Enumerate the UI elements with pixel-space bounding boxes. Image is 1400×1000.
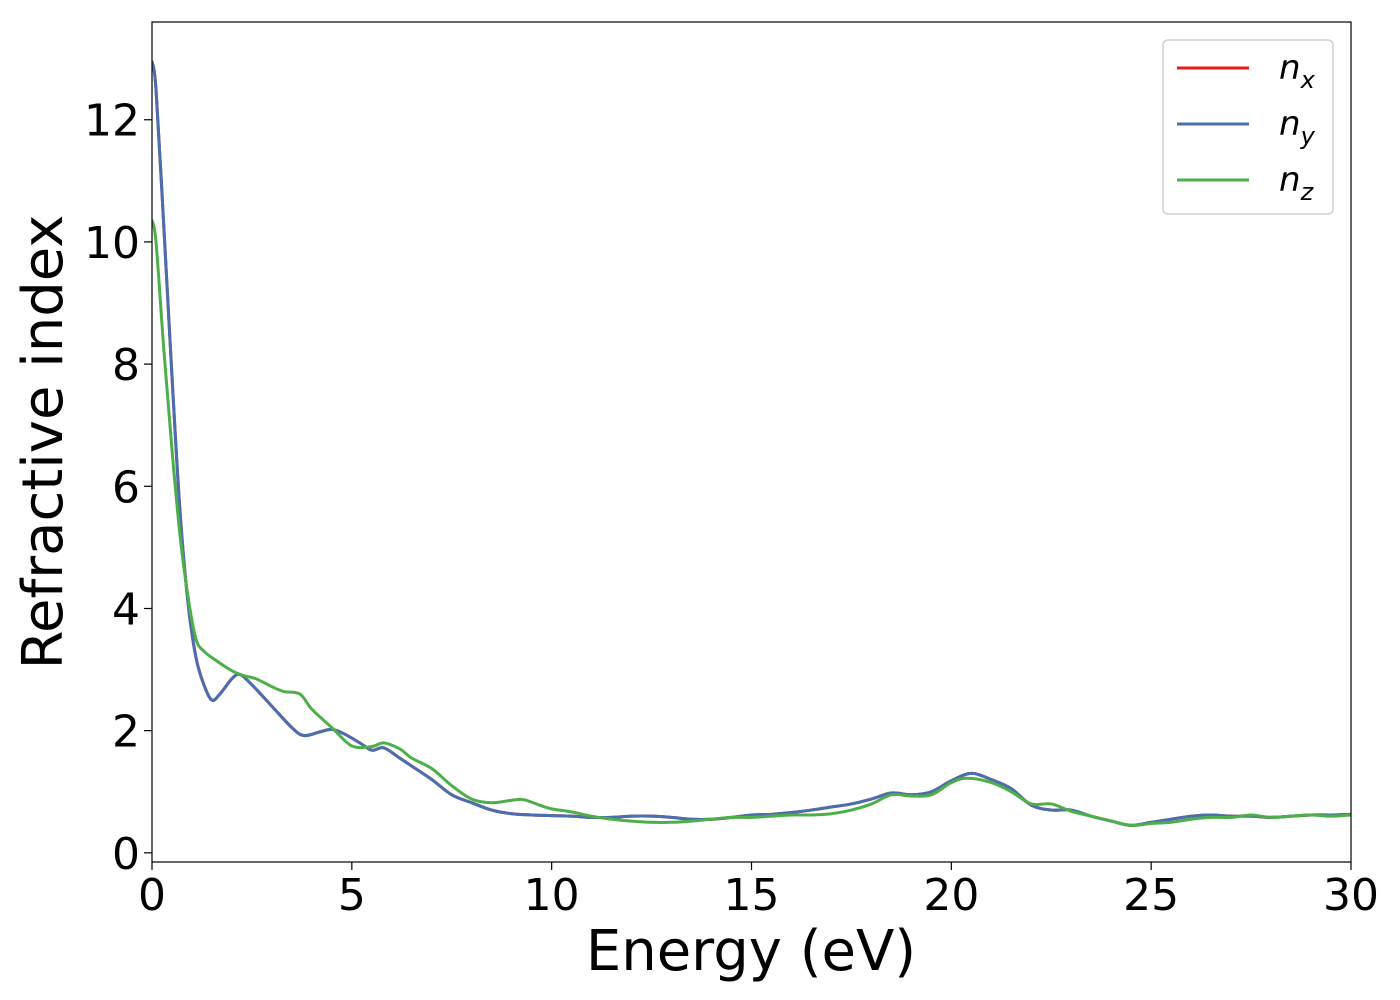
y-tick-label: 2 <box>112 707 140 758</box>
y-tick-label: 6 <box>112 462 140 513</box>
x-tick-label: 20 <box>923 870 979 921</box>
series-layer <box>152 60 1351 827</box>
x-tick-label: 5 <box>338 870 366 921</box>
legend-label-n-x: nx <box>1279 48 1316 94</box>
legend-label-n-z: nz <box>1279 160 1315 206</box>
y-tick-label: 12 <box>84 96 140 147</box>
x-tick-label: 10 <box>524 870 580 921</box>
y-axis-title: Refractive index <box>11 215 76 670</box>
x-axis-ticks: 0 5 10 15 20 25 30 <box>138 862 1379 921</box>
series-line-n-z <box>152 219 1351 827</box>
y-tick-label: 0 <box>112 829 140 880</box>
x-tick-label: 15 <box>724 870 780 921</box>
x-tick-label: 25 <box>1123 870 1179 921</box>
x-tick-label: 0 <box>138 870 166 921</box>
legend: nx ny nz <box>1162 39 1334 215</box>
legend-items: nx ny nz <box>1177 48 1316 206</box>
legend-box <box>1162 39 1334 215</box>
y-tick-label: 10 <box>84 218 140 269</box>
y-axis-ticks: 0 2 4 6 8 10 12 <box>84 96 152 880</box>
y-tick-label: 4 <box>112 584 140 635</box>
x-axis-title: Energy (eV) <box>586 919 916 984</box>
x-tick-label: 30 <box>1323 870 1379 921</box>
legend-label-n-y: ny <box>1279 104 1316 150</box>
y-tick-label: 8 <box>112 340 140 391</box>
